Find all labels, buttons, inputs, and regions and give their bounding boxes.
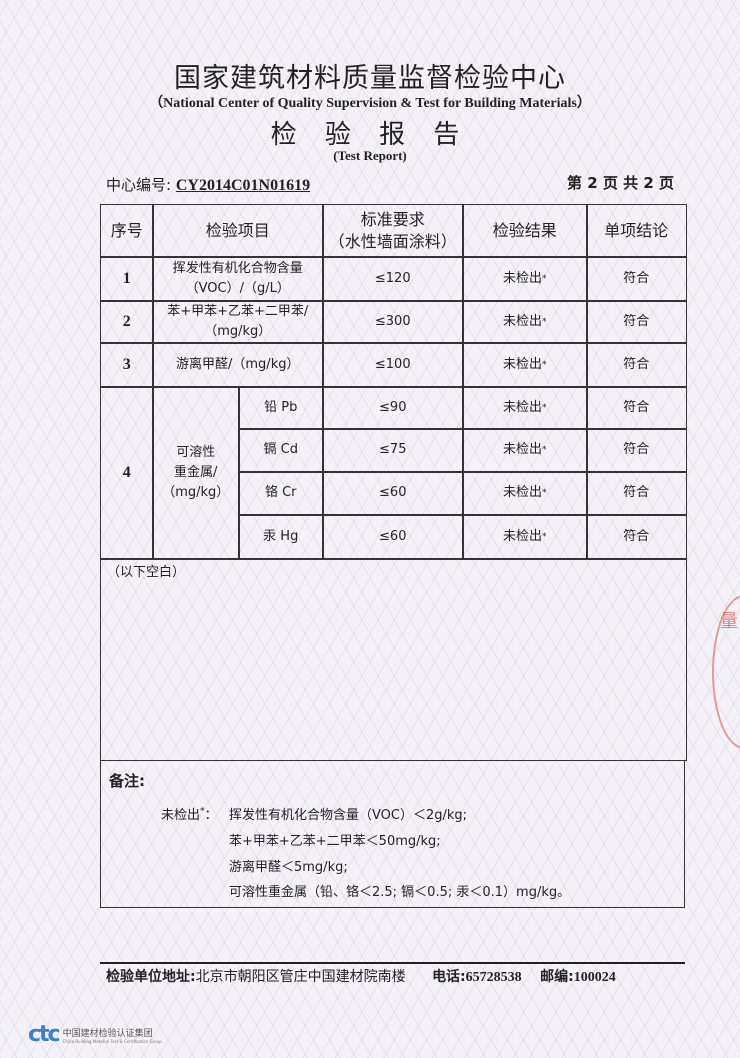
center-title: 国家建筑材料质量监督检验中心 xyxy=(174,63,566,94)
test-subitem: 镉 Cd xyxy=(238,428,324,473)
standard-requirement: ≤90 xyxy=(322,386,464,430)
conclusion: 符合 xyxy=(586,514,687,560)
test-subitem: 汞 Hg xyxy=(238,514,324,560)
column-header: 单项结论 xyxy=(586,204,687,258)
standard-requirement: ≤60 xyxy=(322,471,464,516)
test-item: 苯+甲苯+乙苯+二甲苯/ （mg/kg） xyxy=(152,300,324,344)
blank-note: （以下空白） xyxy=(107,565,186,580)
column-header: 检验结果 xyxy=(462,204,588,258)
row-number: 1 xyxy=(100,256,154,302)
test-item-group: 可溶性 重金属/ （mg/kg） xyxy=(152,386,240,560)
conclusion: 符合 xyxy=(586,471,687,516)
logo-name: 中国建材检验认证集团 xyxy=(62,1028,153,1039)
remarks-line: 挥发性有机化合物含量（VOC）＜2g/kg; xyxy=(229,808,468,823)
postcode: 100024 xyxy=(573,970,616,985)
standard-requirement: ≤120 xyxy=(322,256,464,302)
test-result: 未检出 * xyxy=(462,428,588,473)
ctc-logo-mark: ctc xyxy=(28,1022,61,1047)
logo-name-en: China Building Material Test & Certifica… xyxy=(62,1038,162,1044)
conclusion: 符合 xyxy=(586,386,687,430)
postcode-label: 邮编: xyxy=(540,969,574,985)
test-result: 未检出 * xyxy=(462,342,588,388)
row-number: 4 xyxy=(100,386,154,560)
column-header: 检验项目 xyxy=(152,204,324,258)
remarks-box: 备注: 未检出*： 挥发性有机化合物含量（VOC）＜2g/kg; 苯+甲苯+乙苯… xyxy=(100,760,685,908)
page-info: 第 2 页 共 2 页 xyxy=(567,174,674,192)
test-result: 未检出 * xyxy=(462,256,588,302)
remarks-prefix: 未检出*： xyxy=(161,806,218,823)
center-number: 中心编号: CY2014C01N01619 xyxy=(106,174,310,195)
test-subitem: 铬 Cr xyxy=(238,471,324,516)
center-title-en: （National Center of Quality Supervision … xyxy=(149,96,591,111)
remarks-line: 苯+甲苯+乙苯+二甲苯＜50mg/kg; xyxy=(229,834,441,849)
conclusion: 符合 xyxy=(586,428,687,473)
standard-requirement: ≤75 xyxy=(322,428,464,473)
conclusion: 符合 xyxy=(586,300,687,344)
report-title: 检 验 报 告 xyxy=(270,120,470,150)
remarks-line: 可溶性重金属（铅、铬＜2.5; 镉＜0.5; 汞＜0.1）mg/kg。 xyxy=(229,885,571,900)
standard-requirement: ≤100 xyxy=(322,342,464,388)
blank-area: （以下空白） xyxy=(100,558,687,761)
red-seal: 量 xyxy=(712,595,740,749)
remarks-label: 备注: xyxy=(109,772,145,790)
column-header: 序号 xyxy=(100,204,154,258)
standard-requirement: ≤60 xyxy=(322,514,464,560)
conclusion: 符合 xyxy=(586,256,687,302)
footer-divider xyxy=(100,962,685,964)
test-result: 未检出 * xyxy=(462,514,588,560)
test-item: 游离甲醛/（mg/kg） xyxy=(152,342,324,388)
center-number-value: CY2014C01N01619 xyxy=(175,177,311,194)
test-result: 未检出 * xyxy=(462,471,588,516)
test-item: 挥发性有机化合物含量 （VOC）/（g/L） xyxy=(152,256,324,302)
address: 北京市朝阳区管庄中国建材院南楼 xyxy=(195,969,406,985)
test-result: 未检出 * xyxy=(462,300,588,344)
ctc-logo: ctc 中国建材检验认证集团 China Building Material T… xyxy=(28,1022,162,1047)
footer-info: 检验单位地址:北京市朝阳区管庄中国建材院南楼 电话:65728538 邮编:10… xyxy=(106,966,616,986)
remarks-line: 游离甲醛＜5mg/kg; xyxy=(229,860,348,875)
test-result: 未检出 * xyxy=(462,386,588,430)
address-label: 检验单位地址: xyxy=(106,969,196,985)
center-number-label: 中心编号: xyxy=(106,176,172,194)
row-number: 2 xyxy=(100,300,154,344)
phone-label: 电话: xyxy=(432,969,466,985)
phone: 65728538 xyxy=(465,970,522,985)
row-number: 3 xyxy=(100,342,154,388)
conclusion: 符合 xyxy=(586,342,687,388)
column-header: 标准要求 （水性墙面涂料） xyxy=(322,204,464,258)
report-title-en: (Test Report) xyxy=(333,148,407,163)
test-subitem: 铅 Pb xyxy=(238,386,324,430)
standard-requirement: ≤300 xyxy=(322,300,464,344)
